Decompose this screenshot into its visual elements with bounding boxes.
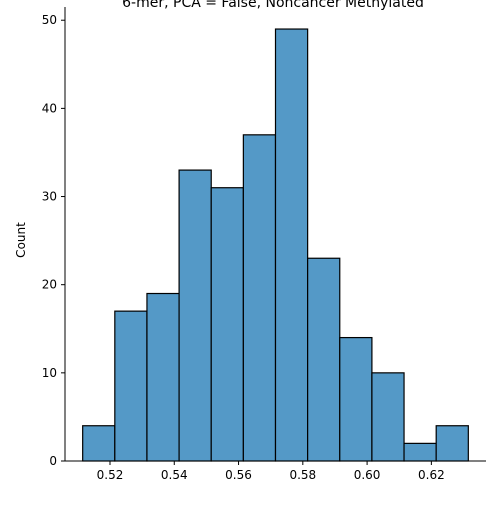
histogram-bar-7	[274, 28, 309, 462]
y-tick-label: 50	[42, 13, 57, 27]
x-axis: 0.52 0.54 0.56 0.58 0.60 0.62	[65, 460, 486, 482]
y-tick-label: 20	[42, 278, 57, 292]
y-axis-label: Count	[14, 222, 28, 258]
x-tick-label: 0.60	[354, 468, 381, 482]
histogram-bar-2	[114, 310, 148, 462]
x-tick-label: 0.52	[97, 468, 124, 482]
histogram-bar-11	[403, 442, 437, 462]
y-tick-label: 30	[42, 190, 57, 204]
histogram-bar-9	[339, 336, 373, 462]
histogram-bar-4	[178, 169, 212, 462]
y-tick-label: 10	[42, 366, 57, 380]
y-tick-label: 40	[42, 101, 57, 115]
x-tick-label: 0.56	[225, 468, 252, 482]
histogram-bar-12	[435, 425, 469, 462]
histogram-bar-6	[242, 134, 277, 462]
y-axis: 0 10 20 30 40 50	[42, 7, 66, 468]
chart-title: 6-mer, PCA = False, Noncancer Methylated	[122, 0, 424, 11]
histogram-bar-3	[146, 292, 180, 462]
histogram-bar-10	[371, 372, 405, 462]
y-tick-label: 0	[49, 454, 57, 468]
bars-group	[82, 28, 469, 462]
histogram-bar-1	[82, 425, 116, 462]
histogram-bar-5	[210, 187, 244, 462]
x-tick-label: 0.62	[418, 468, 445, 482]
x-tick-label: 0.54	[161, 468, 188, 482]
x-tick-label: 0.58	[289, 468, 316, 482]
histogram-bar-8	[307, 257, 341, 462]
